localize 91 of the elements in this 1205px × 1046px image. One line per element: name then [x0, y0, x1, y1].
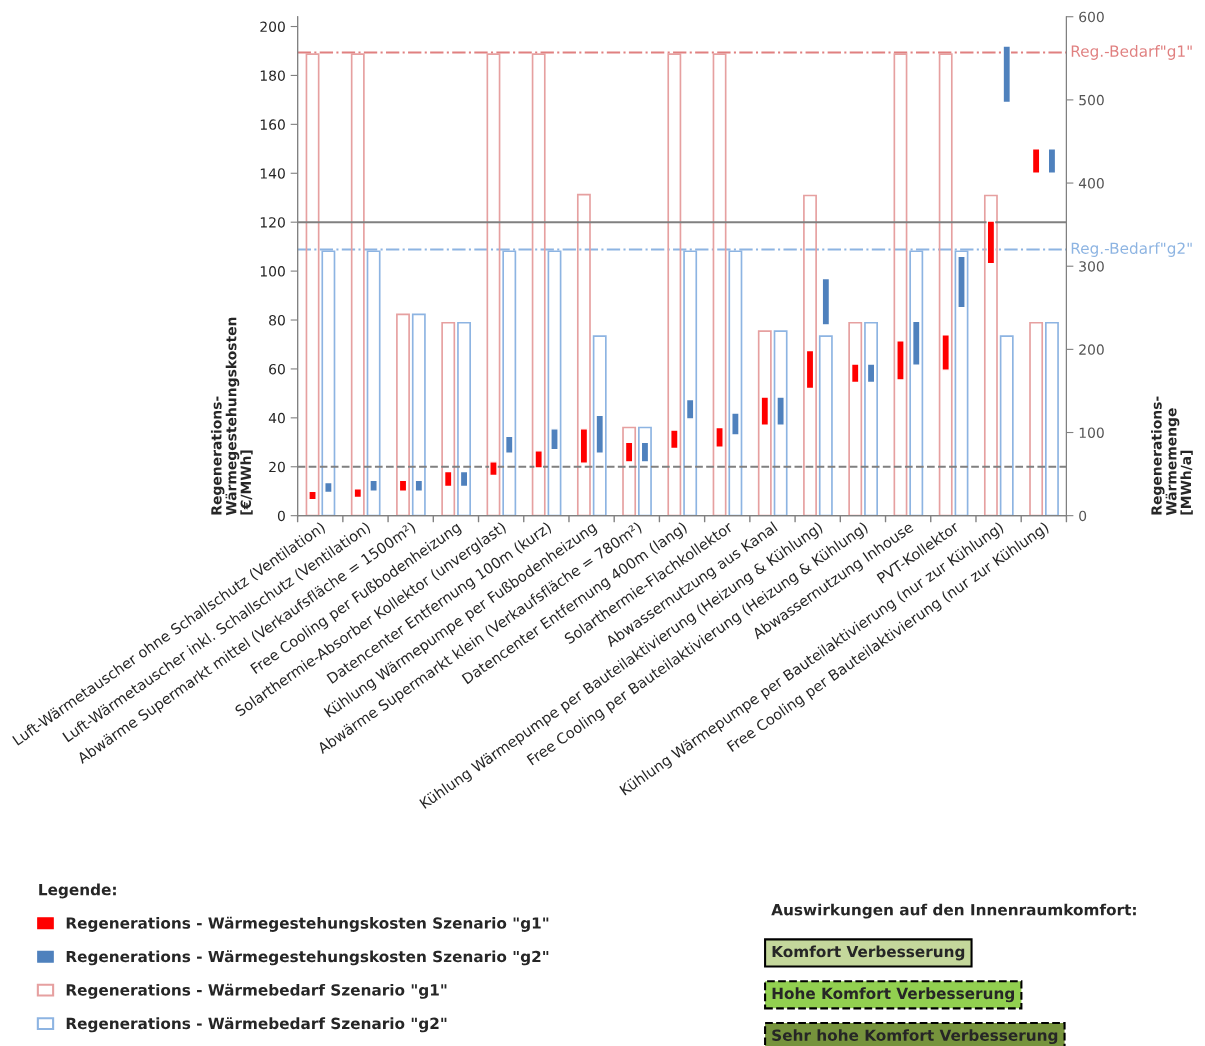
bar: [712, 53, 727, 516]
y2-tick-label: 0: [1079, 510, 1087, 522]
bar: [350, 53, 365, 516]
bar: [757, 330, 772, 516]
bar: [638, 426, 652, 516]
y-tick-label: 160: [260, 119, 285, 130]
legend-label: Regenerations - Wärmegestehungskosten Szenario "g1": [66, 916, 549, 932]
bar: [911, 320, 921, 366]
bar: [938, 53, 953, 516]
ref-line-label: Reg.-Bedarf"g1": [1071, 45, 1192, 60]
bar: [957, 255, 966, 309]
legend-label: Regenerations - Wärmebedarf Szenario "g1": [66, 983, 447, 999]
bar: [305, 53, 320, 516]
bar: [773, 330, 788, 516]
bar: [818, 335, 833, 516]
bar: [457, 321, 471, 516]
y-tick-label: 80: [269, 314, 285, 326]
bar: [624, 441, 634, 463]
bar: [592, 335, 607, 516]
bar: [486, 53, 501, 516]
bar: [369, 479, 378, 492]
bar: [864, 321, 879, 516]
y-tick-label: 100: [260, 266, 285, 277]
text: Sehr hohe Komfort Verbesserung: [772, 1029, 1058, 1045]
bar: [459, 470, 469, 488]
bar: [821, 277, 831, 326]
text: Komfort Verbesserung: [772, 945, 965, 961]
bar: [848, 321, 863, 516]
bar: [443, 470, 453, 488]
y2-tick-label: 300: [1079, 261, 1104, 272]
bar: [776, 396, 785, 426]
y2-tick-label: 500: [1079, 94, 1104, 106]
bar: [579, 428, 589, 464]
y-tick-label: 20: [269, 461, 285, 473]
bar: [398, 479, 408, 492]
bar: [576, 193, 591, 516]
bar: [441, 321, 456, 516]
bar: [411, 313, 426, 516]
legend-title: Legende:: [39, 883, 116, 899]
bar: [550, 428, 559, 451]
bar: [1029, 321, 1044, 516]
bar: [1045, 321, 1059, 516]
bar: [685, 398, 695, 420]
y2-tick-label: 400: [1078, 178, 1104, 189]
bar: [1031, 148, 1041, 174]
bar: [667, 53, 682, 516]
bar: [731, 412, 740, 436]
bar: [941, 333, 950, 371]
bar: [983, 194, 998, 516]
y-tick-label: 120: [260, 217, 285, 228]
bar: [850, 363, 860, 384]
legend-label: Regenerations - Wärmebedarf Szenario "g2": [66, 1017, 447, 1033]
y-tick-label: 60: [269, 363, 285, 375]
y-tick-label: 140: [260, 168, 285, 179]
bar: [324, 481, 333, 494]
legend-label: Regenerations - Wärmegestehungskosten Szenario "g2": [66, 950, 549, 966]
bar: [396, 313, 410, 516]
bar: [803, 194, 817, 516]
y2-tick-label: 100: [1079, 427, 1104, 438]
bar: [805, 349, 815, 390]
bar: [896, 340, 905, 381]
y-tick-label: 180: [260, 70, 285, 81]
y-tick-label: 0: [277, 510, 285, 522]
bar: [622, 426, 637, 516]
bar: [531, 53, 546, 516]
bar: [1047, 148, 1057, 174]
bar: [1002, 45, 1012, 104]
bar: [760, 396, 770, 426]
bar: [986, 220, 996, 265]
y-axis-title: Regenerations- Wärmegestehungskosten [€/MWh]: [210, 317, 253, 516]
bar: [670, 429, 679, 450]
bar: [308, 490, 317, 501]
y-tick-label: 40: [268, 412, 285, 424]
bar: [999, 335, 1014, 516]
y2-axis-title: Regenerations- Wärmemenge [MWh/a]: [1150, 396, 1193, 516]
ref-line-label: Reg.-Bedarf"g2": [1071, 242, 1192, 257]
bar: [353, 488, 363, 499]
bar: [504, 435, 514, 455]
text: Hohe Komfort Verbesserung: [772, 987, 1014, 1003]
bar: [489, 461, 498, 477]
y2-tick-label: 200: [1079, 344, 1104, 355]
bar: [640, 441, 650, 463]
bar: [595, 414, 605, 455]
text: Auswirkungen auf den Innenraumkomfort:: [771, 903, 1136, 919]
bar: [534, 450, 543, 469]
bar: [866, 363, 876, 384]
y-tick-label: 200: [260, 21, 285, 32]
bar: [893, 53, 908, 516]
bar: [414, 479, 424, 492]
bar: [715, 426, 724, 448]
y2-tick-label: 600: [1079, 11, 1104, 23]
